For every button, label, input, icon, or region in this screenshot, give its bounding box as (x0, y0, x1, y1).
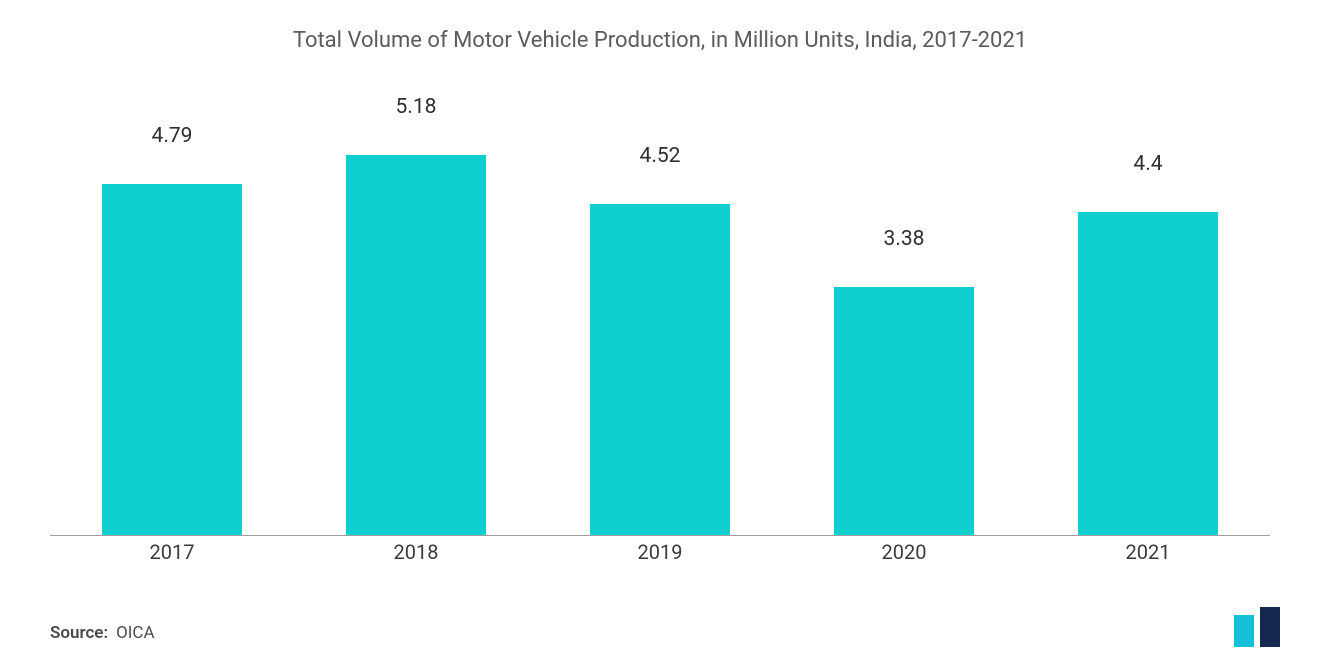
x-axis: 20172018201920202021 (50, 540, 1270, 570)
x-axis-label: 2020 (782, 540, 1026, 570)
bar-slot: 5.18 (294, 95, 538, 535)
bar-value-label: 5.18 (294, 95, 538, 119)
bar-value-label: 3.38 (782, 227, 1026, 251)
logo-bar-right-icon (1260, 607, 1280, 647)
chart-title: Total Volume of Motor Vehicle Production… (0, 28, 1320, 53)
source-attribution: Source: OICA (50, 623, 155, 643)
bar (590, 204, 730, 535)
bar (102, 184, 242, 535)
x-axis-label: 2018 (294, 540, 538, 570)
brand-logo (1230, 607, 1290, 647)
logo-bar-left-icon (1234, 615, 1254, 647)
source-value: OICA (116, 623, 154, 643)
x-axis-label: 2017 (50, 540, 294, 570)
bar-value-label: 4.79 (50, 124, 294, 148)
x-axis-label: 2019 (538, 540, 782, 570)
x-axis-label: 2021 (1026, 540, 1270, 570)
bar-slot: 4.79 (50, 95, 294, 535)
bar (834, 287, 974, 535)
bar-slot: 4.52 (538, 95, 782, 535)
bar-value-label: 4.4 (1026, 152, 1270, 176)
bar (346, 155, 486, 535)
bar-slot: 4.4 (1026, 95, 1270, 535)
source-label: Source: (50, 623, 108, 643)
chart-plot-area: 4.795.18 4.52 3.38 4.4 (50, 95, 1270, 536)
bar-slot: 3.38 (782, 95, 1026, 535)
bar-value-label: 4.52 (538, 144, 782, 168)
bar (1078, 212, 1218, 535)
